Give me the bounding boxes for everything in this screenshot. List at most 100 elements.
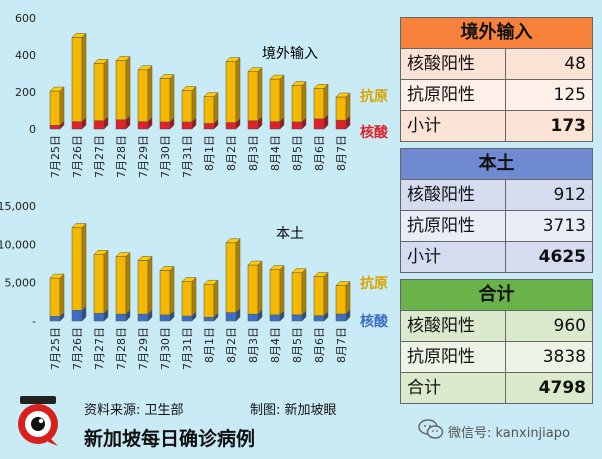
bar-top <box>93 59 109 64</box>
bar-side <box>345 92 351 121</box>
row-label: 抗原阳性 <box>401 211 506 241</box>
bar-top <box>203 279 219 285</box>
bar-top <box>181 86 197 91</box>
bar-segment <box>159 121 171 130</box>
bar-segment <box>291 314 303 322</box>
x-tick-label: 8月6日 <box>313 327 326 363</box>
series-label: 抗原 <box>360 275 388 292</box>
bar-side <box>235 56 241 124</box>
bar-side <box>345 280 351 315</box>
xinjiapoyan-logo-icon <box>18 396 58 446</box>
bar-side <box>59 86 65 126</box>
bar-segment <box>49 125 61 130</box>
page-title: 新加坡每日确诊病例 <box>84 428 256 450</box>
x-tick-label: 7月27日 <box>93 327 106 370</box>
row-value: 173 <box>550 116 587 136</box>
bar-top <box>93 250 109 255</box>
bar-segment <box>49 277 61 317</box>
row-value: 960 <box>553 316 586 336</box>
row-label: 核酸阳性 <box>401 49 506 79</box>
bar-side <box>301 80 307 123</box>
x-tick-label: 8月3日 <box>247 327 260 363</box>
x-tick-label: 7月25日 <box>49 327 62 370</box>
bar-segment <box>93 63 105 121</box>
chart-credit: 制图: 新加坡眼 <box>250 403 337 418</box>
y-tick-label: 400 <box>15 49 36 62</box>
combined-table-title: 合计 <box>401 280 592 311</box>
bar-segment <box>291 272 303 316</box>
bar-side <box>103 58 109 122</box>
local-table-title: 本土 <box>401 149 592 180</box>
bar-top <box>291 268 307 273</box>
bar-segment <box>247 71 259 121</box>
x-tick-label: 7月28日 <box>115 135 128 178</box>
x-tick-label: 7月31日 <box>181 135 194 178</box>
bar-top <box>269 265 285 270</box>
row-value: 912 <box>553 185 586 205</box>
bar-segment <box>269 314 281 322</box>
bar-segment <box>159 314 171 322</box>
bar-segment <box>335 285 347 315</box>
bar-top <box>225 57 241 62</box>
bar-side <box>279 265 285 316</box>
overseas-row-art: 抗原阳性 125 <box>401 80 592 111</box>
bar-top <box>313 272 329 277</box>
bar-side <box>323 271 329 317</box>
bar-segment <box>159 78 171 123</box>
bar-top <box>313 84 329 89</box>
series-label: 抗原 <box>360 88 388 105</box>
wechat-icon <box>418 419 444 439</box>
overseas-table: 境外输入 核酸阳性 48 抗原阳性 125 小计 173 <box>400 17 593 142</box>
row-value: 48 <box>564 54 586 74</box>
bar-segment <box>71 37 83 122</box>
bar-side <box>125 251 131 315</box>
bar-top <box>181 277 197 282</box>
row-label: 核酸阳性 <box>401 311 506 341</box>
series-label: 核酸 <box>360 313 389 330</box>
bar-segment <box>203 283 215 318</box>
y-tick-label: 10,000 <box>0 238 36 251</box>
row-value: 3838 <box>542 347 586 367</box>
bar-segment <box>203 123 215 130</box>
bar-segment <box>115 119 127 130</box>
bar-side <box>169 265 175 316</box>
bar-top <box>269 74 285 80</box>
bar-segment <box>313 276 325 316</box>
bar-segment <box>313 118 325 130</box>
x-tick-label: 7月29日 <box>137 135 150 178</box>
x-tick-label: 8月5日 <box>291 327 304 363</box>
row-value: 125 <box>553 85 586 105</box>
bar-segment <box>203 316 215 322</box>
x-tick-label: 7月26日 <box>71 327 84 370</box>
bar-top <box>203 92 219 97</box>
bar-top <box>115 56 131 61</box>
x-tick-label: 8月5日 <box>291 135 304 171</box>
chart-title: 境外输入 <box>262 46 318 62</box>
bar-segment <box>159 270 171 316</box>
bar-segment <box>181 121 193 130</box>
bar-side <box>323 83 329 120</box>
y-tick-label: - <box>32 315 36 328</box>
x-tick-label: 8月2日 <box>225 327 238 363</box>
bar-segment <box>335 119 347 130</box>
x-tick-label: 8月1日 <box>203 135 216 171</box>
bar-top <box>159 74 175 79</box>
combined-row-pcr: 核酸阳性 960 <box>401 311 592 342</box>
bar-segment <box>181 90 193 123</box>
bar-segment <box>225 242 237 313</box>
bar-top <box>71 33 87 38</box>
bar-top <box>159 266 175 271</box>
bar-segment <box>115 60 127 120</box>
bar-segment <box>247 264 259 315</box>
row-label: 小计 <box>401 242 506 272</box>
bar-segment <box>181 281 193 317</box>
bar-segment <box>93 254 105 314</box>
bar-side <box>103 249 109 314</box>
local-row-art: 抗原阳性 3713 <box>401 211 592 242</box>
bar-segment <box>71 227 83 311</box>
row-value: 4625 <box>538 247 586 267</box>
y-tick-label: 0 <box>29 123 36 136</box>
wechat-id: 微信号: kanxinjiapo <box>448 426 570 441</box>
overseas-table-title: 境外输入 <box>401 18 592 49</box>
